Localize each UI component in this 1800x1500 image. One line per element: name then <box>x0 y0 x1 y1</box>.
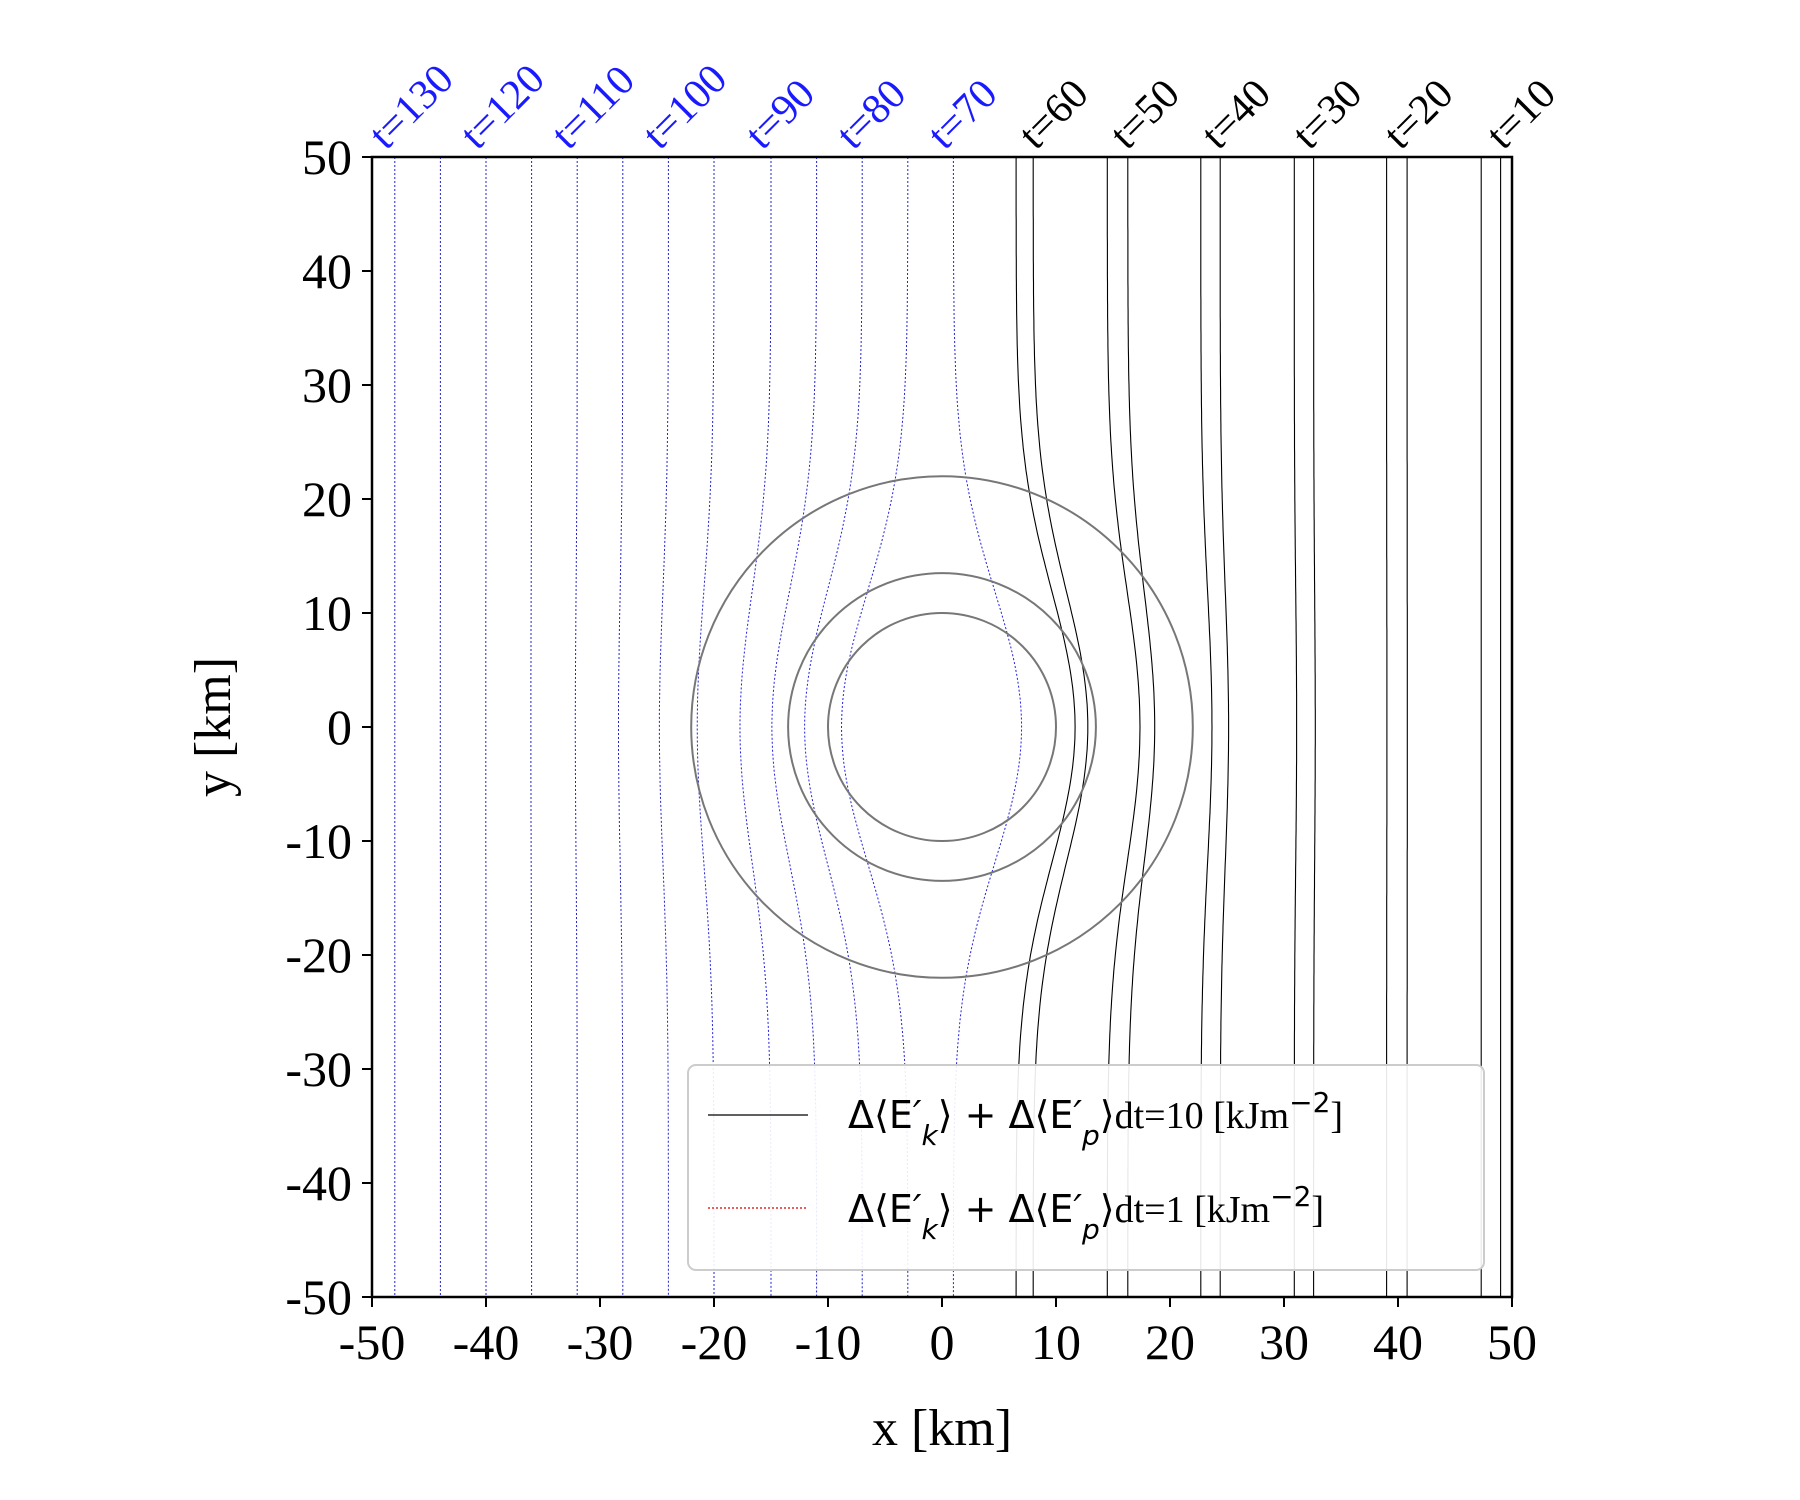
x-axis-label: x [km] <box>872 1400 1012 1457</box>
y-tick-label: -50 <box>285 1269 352 1325</box>
x-tick-label: 0 <box>930 1314 955 1370</box>
time-label: t=50 <box>1102 71 1189 158</box>
time-label: t=110 <box>543 57 644 158</box>
x-tick-label: -20 <box>681 1314 748 1370</box>
time-label: t=130 <box>361 56 463 158</box>
legend-label-dt10: Δ⟨E′k⟩ + Δ⟨E′p⟩dt=10 [kJm−2] <box>848 1086 1343 1152</box>
time-label: t=80 <box>828 71 915 158</box>
y-tick-label: -10 <box>285 813 352 869</box>
legend-box <box>687 1064 1485 1271</box>
x-tick-label: -40 <box>453 1314 520 1370</box>
y-tick-label: 20 <box>302 471 352 527</box>
radius-circle <box>827 612 1057 842</box>
contour-dt1 <box>574 157 578 1297</box>
radius-circle <box>787 572 1097 882</box>
x-tick-label: -10 <box>795 1314 862 1370</box>
y-tick-label: 40 <box>302 243 352 299</box>
y-tick-label: -30 <box>285 1041 352 1097</box>
time-label: t=20 <box>1375 71 1462 158</box>
y-tick-label: -20 <box>285 927 352 983</box>
time-label: t=120 <box>452 56 554 158</box>
x-tick-label: 20 <box>1145 1314 1195 1370</box>
y-tick-label: 10 <box>302 585 352 641</box>
y-axis-label: y [km] <box>185 657 242 797</box>
x-tick-label: 10 <box>1031 1314 1081 1370</box>
radius-circles <box>690 475 1194 979</box>
x-axis: -50 -40 -30 -20 -10 0 10 20 30 40 50 <box>339 1297 1537 1370</box>
time-label: t=40 <box>1193 71 1280 158</box>
time-label: t=10 <box>1478 71 1565 158</box>
y-tick-label: -40 <box>285 1155 352 1211</box>
legend-label-dt1: Δ⟨E′k⟩ + Δ⟨E′p⟩dt=1 [kJm−2] <box>848 1180 1324 1246</box>
x-tick-label: 40 <box>1373 1314 1423 1370</box>
contour-dt1 <box>658 157 669 1297</box>
time-label: t=70 <box>919 71 1006 158</box>
contour-dt1 <box>618 157 624 1297</box>
y-tick-label: 50 <box>302 129 352 185</box>
x-tick-label: -30 <box>567 1314 634 1370</box>
radius-circle <box>690 475 1194 979</box>
y-tick-label: 30 <box>302 357 352 413</box>
time-label: t=100 <box>634 56 736 158</box>
time-label: t=30 <box>1284 71 1371 158</box>
time-label: t=60 <box>1010 71 1097 158</box>
y-tick-label: 0 <box>327 699 352 755</box>
x-tick-label: 50 <box>1487 1314 1537 1370</box>
legend: Δ⟨E′k⟩ + Δ⟨E′p⟩dt=10 [kJm−2] Δ⟨E′k⟩ + Δ⟨… <box>687 1064 1485 1271</box>
y-axis: -50 -40 -30 -20 -10 0 10 20 30 40 50 <box>285 129 372 1325</box>
x-tick-label: 30 <box>1259 1314 1309 1370</box>
contour-dt1 <box>530 157 533 1297</box>
x-tick-label: -50 <box>339 1314 406 1370</box>
plot-area <box>394 157 1502 1297</box>
time-label: t=90 <box>737 71 824 158</box>
